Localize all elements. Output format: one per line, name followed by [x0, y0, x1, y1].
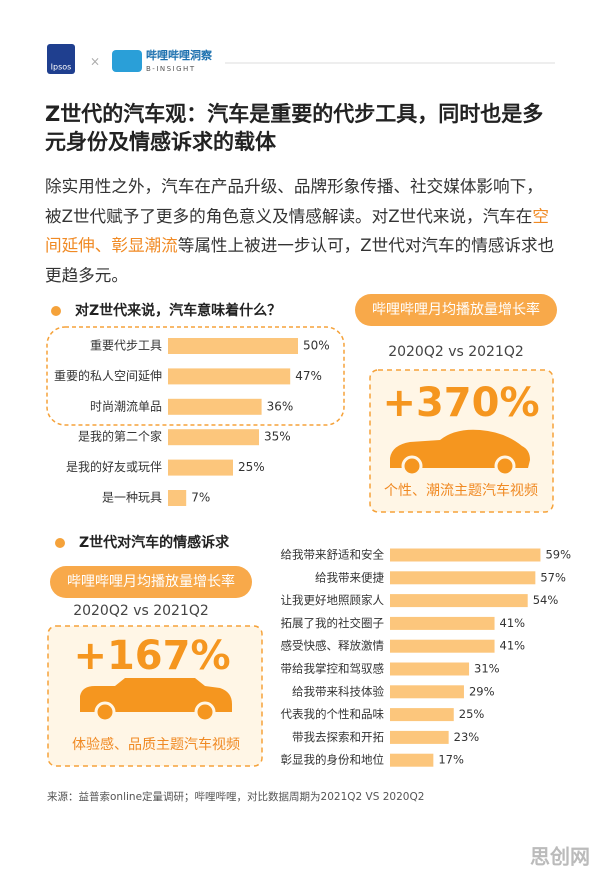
source: 来源：益普索online定量调研；哔哩哔哩，对比数据周期为2021Q2 VS 2… [47, 790, 424, 803]
bar [390, 685, 464, 699]
classic-car [80, 678, 232, 712]
wheel [401, 455, 423, 477]
intro-text: 等属性上被进一步认可，Z世代对汽车的情感诉求也更趋多元。 [45, 236, 555, 285]
category-label: 彰显我的身份和地位 [281, 753, 385, 767]
bar [168, 398, 262, 415]
badge-text: 哔哩哔哩月均播放量增长率 [372, 301, 540, 318]
badge [355, 294, 557, 326]
period: 2020Q2 vs 2021Q2 [73, 603, 209, 619]
value-label: 54% [533, 593, 559, 607]
category-label: 重要代步工具 [90, 339, 162, 353]
category-label: 是我的第二个家 [78, 429, 162, 444]
bar [390, 616, 495, 630]
badge-text: 哔哩哔哩月均播放量增长率 [67, 573, 235, 590]
value-label: 29% [469, 684, 495, 698]
category-label: 给我带来舒适和安全 [281, 548, 385, 562]
period: 2020Q2 vs 2021Q2 [388, 344, 524, 360]
value-label: 35% [264, 430, 291, 444]
intro-highlight: 空间延伸、彰显潮流 [45, 206, 549, 256]
value-label: 41% [500, 616, 526, 630]
value-label: 57% [540, 570, 566, 584]
wheel [494, 455, 516, 477]
category-label: 重要的私人空间延伸 [54, 368, 162, 383]
bar [390, 662, 470, 676]
bar [390, 730, 449, 744]
bar [168, 338, 298, 354]
intro: 除实用性之外，汽车在产品升级、品牌形象传播、社交媒体影响下，被Z世代赋予了更多的… [45, 172, 557, 290]
badge [50, 566, 252, 598]
value-label: 50% [303, 339, 330, 353]
value-label: 23% [454, 730, 480, 744]
category-label: 带给我掌控和驾驭感 [281, 662, 385, 676]
value-label: 47% [295, 369, 322, 383]
value-label: 25% [238, 460, 265, 474]
bar [390, 548, 541, 562]
bar [390, 639, 495, 653]
callout-caption: 体验感、品质主题汽车视频 [72, 736, 240, 753]
category-label: 是我的好友或玩伴 [66, 459, 162, 474]
value-label: 17% [438, 753, 464, 767]
category-label: 代表我的个性和品味 [281, 707, 385, 721]
wheel [194, 701, 216, 723]
value-label: 7% [191, 491, 210, 505]
bar [168, 429, 259, 446]
ipsos-logo: Ipsos [51, 63, 72, 72]
category-label: 给我带来科技体验 [292, 684, 384, 698]
category-label: 是一种玩具 [102, 491, 162, 505]
ipsos-logo-box [47, 44, 75, 74]
value-label: 59% [545, 548, 571, 562]
callout-value: +370% [382, 380, 539, 426]
bili-logo-box [112, 50, 142, 72]
bar [168, 368, 291, 385]
value-label: 31% [474, 662, 500, 676]
intro-text: 除实用性之外，汽车在产品升级、品牌形象传播、社交媒体影响下，被Z世代赋予了更多的… [45, 177, 543, 226]
callout-value: +167% [73, 633, 230, 679]
category-label: 带我去探索和开拓 [292, 730, 384, 744]
category-label: 感受快感、释放激情 [281, 639, 385, 653]
bar [168, 490, 187, 506]
bar [390, 753, 434, 767]
wheel [94, 701, 116, 723]
chart-title: 对Z世代来说，汽车意味着什么？ [75, 302, 281, 319]
value-label: 36% [267, 399, 294, 413]
separator: × [90, 55, 100, 69]
category-label: 时尚潮流单品 [90, 398, 162, 413]
bar [390, 571, 536, 585]
bar [390, 708, 454, 722]
category-label: 让我更好地照顾家人 [281, 593, 385, 607]
page-title: Z世代的汽车观：汽车是重要的代步工具，同时也是多元身份及情感诉求的载体 [45, 102, 544, 154]
bar [168, 459, 233, 476]
sports-car [390, 429, 530, 468]
chart-title: Z世代对汽车的情感诉求 [79, 534, 230, 551]
bullet [51, 306, 61, 316]
category-label: 拓展了我的社交圈子 [281, 616, 385, 630]
bar [390, 594, 528, 608]
callout-caption: 个性、潮流主题汽车视频 [384, 482, 538, 499]
value-label: 41% [500, 639, 526, 653]
category-label: 给我带来便捷 [315, 570, 384, 584]
bili-logo-cn: 哔哩哔哩洞察 [146, 48, 213, 62]
bili-logo-en: B-INSIGHT [146, 65, 196, 73]
bullet [55, 538, 65, 548]
value-label: 25% [459, 707, 485, 721]
watermark: 思创网 [530, 845, 590, 869]
